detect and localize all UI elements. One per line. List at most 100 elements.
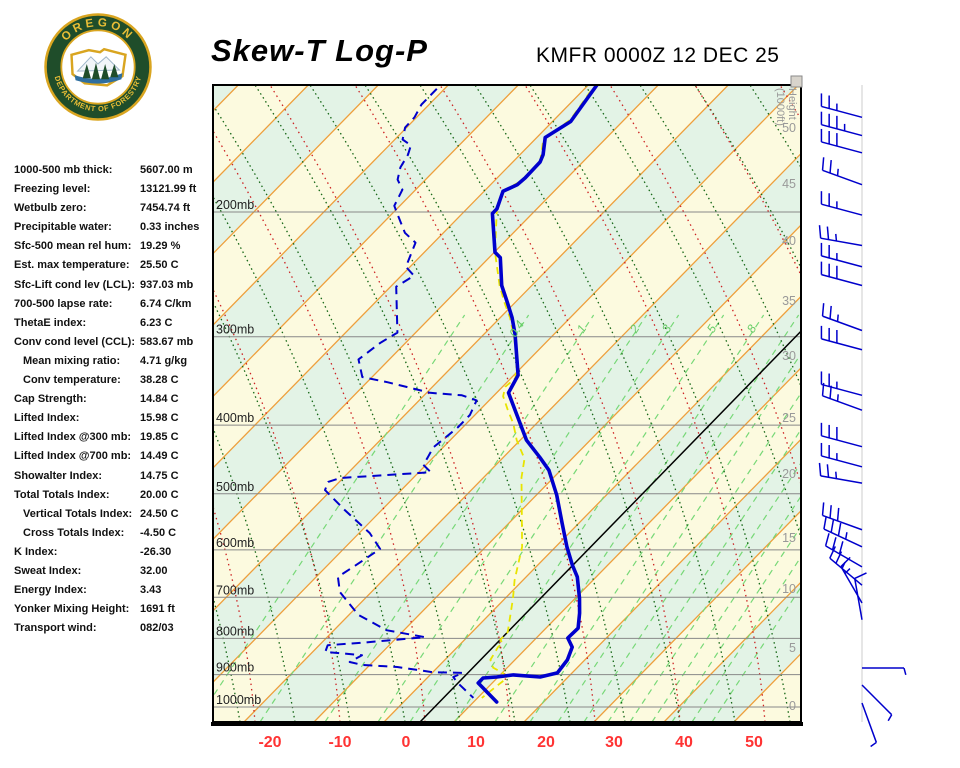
- stat-value: 6.23 C: [140, 316, 173, 329]
- wind-barb: [820, 128, 863, 154]
- stat-label: Precipitable water:: [14, 221, 112, 234]
- stat-row: K Index: -26.30: [14, 546, 210, 565]
- stat-value: 24.50 C: [140, 507, 179, 520]
- stat-value: 5607.00 m: [140, 164, 193, 176]
- stat-value: 583.67 mb: [140, 335, 194, 348]
- stat-value: 4.71 g/kg: [140, 354, 188, 367]
- stat-value: 14.75 C: [140, 469, 179, 482]
- stat-row: Conv cond level (CCL): 583.67 mb: [14, 336, 210, 355]
- stat-row: Energy Index: 3.43: [14, 584, 210, 603]
- stat-row: Vertical Totals Index: 24.50 C: [14, 508, 210, 527]
- stat-value: 3.43: [140, 584, 162, 597]
- svg-text:0: 0: [789, 699, 796, 713]
- stat-row: Sweat Index: 32.00: [14, 565, 210, 584]
- stat-label: Transport wind:: [14, 622, 97, 635]
- stat-row: 1000-500 mb thick: 5607.00 m: [14, 164, 210, 183]
- wind-barb: [829, 546, 863, 586]
- resize-handle-icon[interactable]: [790, 75, 803, 88]
- odf-logo: OREGON DEPARTMENT OF FORESTRY: [44, 13, 152, 121]
- svg-text:0: 0: [402, 734, 411, 751]
- stat-row: Precipitable water: 0.33 inches: [14, 221, 210, 240]
- stat-label: Total Totals Index:: [14, 488, 110, 501]
- stat-label: Sweat Index:: [14, 564, 82, 577]
- stat-label: Cap Strength:: [14, 393, 87, 406]
- stat-label: Lifted Index @300 mb:: [14, 431, 132, 444]
- height-axis-title: Height(1000ft): [774, 88, 798, 126]
- wind-barbs: [818, 93, 907, 748]
- stat-row: Sfc-500 mean rel hum: 19.29 %: [14, 240, 210, 259]
- svg-text:600mb: 600mb: [216, 536, 254, 550]
- svg-text:30: 30: [605, 734, 623, 751]
- svg-text:10: 10: [782, 582, 796, 596]
- wind-barb: [821, 303, 863, 332]
- stat-value: 082/03: [140, 622, 174, 635]
- stat-value: 0.33 inches: [140, 221, 200, 234]
- stat-label: Cross Totals Index:: [23, 526, 125, 539]
- stat-label: Showalter Index:: [14, 469, 103, 482]
- wind-barb: [820, 111, 863, 137]
- wind-barb: [823, 516, 863, 548]
- stat-row: Transport wind: 082/03: [14, 622, 210, 641]
- wind-barb: [821, 502, 863, 531]
- stat-label: Lifted Index @700 mb:: [14, 450, 132, 463]
- stat-row: Total Totals Index: 20.00 C: [14, 489, 210, 508]
- stat-label: Yonker Mixing Height:: [14, 603, 130, 616]
- stat-row: Est. max temperature: 25.50 C: [14, 259, 210, 278]
- wind-barb: [821, 157, 863, 186]
- svg-text:20: 20: [782, 467, 796, 481]
- stat-value: 7454.74 ft: [140, 202, 191, 215]
- wind-barb: [820, 422, 863, 448]
- wind-barb: [853, 572, 867, 620]
- stat-row: Wetbulb zero: 7454.74 ft: [14, 202, 210, 221]
- svg-text:800mb: 800mb: [216, 624, 254, 638]
- svg-text:20: 20: [537, 734, 555, 751]
- stat-row: Cross Totals Index: -4.50 C: [14, 527, 210, 546]
- svg-text:900mb: 900mb: [216, 661, 254, 675]
- svg-text:400mb: 400mb: [216, 411, 254, 425]
- stat-value: 937.03 mb: [140, 278, 194, 291]
- stat-label: 700-500 lapse rate:: [14, 297, 113, 310]
- svg-text:30: 30: [782, 349, 796, 363]
- stat-value: 6.74 C/km: [140, 297, 192, 310]
- isotherm-bands: [213, 85, 801, 722]
- stat-value: 19.29 %: [140, 240, 181, 253]
- stat-label: K Index:: [14, 545, 58, 558]
- stat-row: Lifted Index: 15.98 C: [14, 412, 210, 431]
- wind-barb: [820, 325, 863, 351]
- stat-row: Cap Strength: 14.84 C: [14, 393, 210, 412]
- page-title: Skew-T Log-P: [211, 33, 428, 68]
- reference-line: [419, 330, 801, 722]
- wind-barb: [862, 667, 907, 675]
- svg-text:5: 5: [789, 641, 796, 655]
- stat-value: 25.50 C: [140, 259, 179, 272]
- stat-value: 14.49 C: [140, 450, 179, 463]
- logo-trees: [82, 62, 119, 80]
- wind-barb: [861, 684, 893, 722]
- isobar-gridlines: [213, 211, 801, 708]
- stat-label: ThetaE index:: [14, 316, 87, 329]
- stat-value: 32.00: [140, 564, 168, 577]
- svg-text:40: 40: [782, 234, 796, 248]
- svg-text:300mb: 300mb: [216, 323, 254, 337]
- stat-row: Showalter Index: 14.75 C: [14, 470, 210, 489]
- svg-text:-20: -20: [258, 734, 281, 751]
- temperature-trace: [476, 85, 600, 704]
- stat-label: Energy Index:: [14, 584, 87, 597]
- wind-barb: [820, 191, 863, 216]
- temp-axis-labels: -20 -10 0 10 20 30 40 50: [258, 734, 763, 751]
- stat-value: 13121.99 ft: [140, 183, 197, 196]
- stat-label: Est. max temperature:: [14, 259, 130, 272]
- stat-row: Mean mixing ratio: 4.71 g/kg: [14, 355, 210, 374]
- svg-text:700mb: 700mb: [216, 583, 254, 597]
- dewpoint-trace: [324, 88, 478, 699]
- svg-text:35: 35: [782, 294, 796, 308]
- svg-text:-10: -10: [328, 734, 351, 751]
- plot-area: [213, 85, 801, 722]
- stat-row: Conv temperature: 38.28 C: [14, 374, 210, 393]
- svg-text:10: 10: [467, 734, 485, 751]
- stat-value: 20.00 C: [140, 488, 179, 501]
- stat-value: -4.50 C: [140, 526, 177, 539]
- stat-value: 15.98 C: [140, 412, 179, 425]
